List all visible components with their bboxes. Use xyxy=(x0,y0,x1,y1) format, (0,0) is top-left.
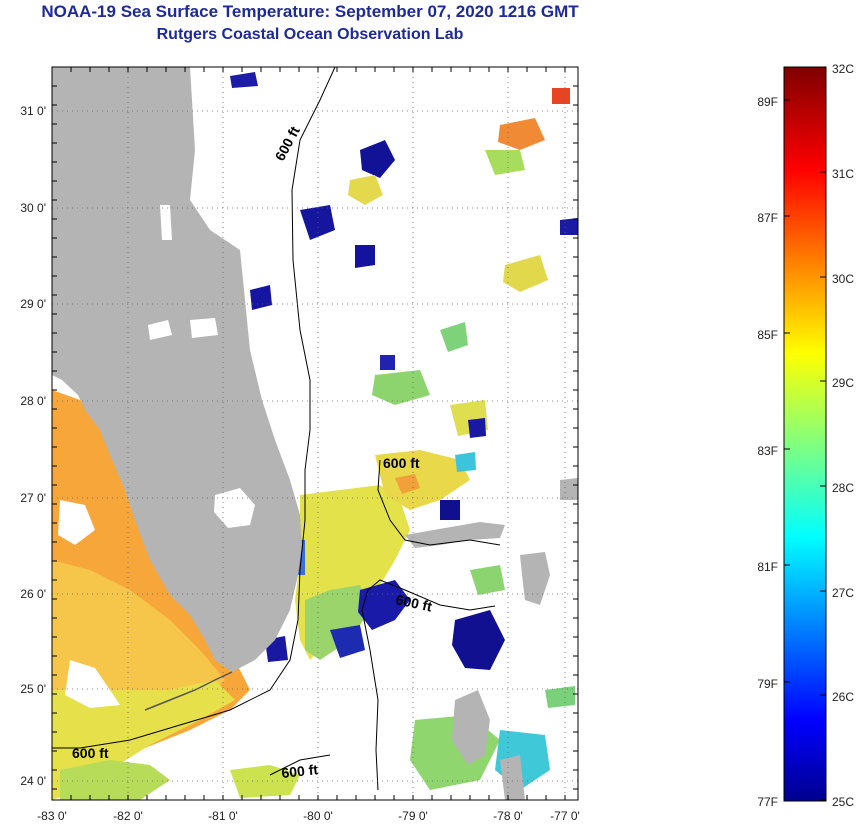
land-cloud-patch xyxy=(160,205,172,240)
isobath-label: 600 ft xyxy=(383,455,420,471)
celsius-label: 31C xyxy=(832,167,854,181)
latitude-axis: 31 0' 30 0' 29 0' 28 0' 27 0' 26 0' 25 0… xyxy=(20,104,46,788)
land-cloud-patch xyxy=(190,318,218,338)
land-cloud-patch xyxy=(148,320,172,340)
isobath-contour xyxy=(361,609,379,791)
colorbar-fahrenheit-labels: 89F 87F 85F 83F 81F 79F 77F xyxy=(757,95,778,809)
celsius-label: 27C xyxy=(832,586,854,600)
lon-label: -79 0' xyxy=(398,809,428,823)
map-title: NOAA-19 Sea Surface Temperature: Septemb… xyxy=(41,2,579,21)
lon-label: -80 0' xyxy=(303,809,333,823)
celsius-label: 32C xyxy=(832,62,854,76)
fahrenheit-label: 77F xyxy=(757,795,778,809)
atlantic-blue-patch xyxy=(360,140,395,178)
celsius-label: 29C xyxy=(832,376,854,390)
isobath-contour xyxy=(269,754,331,776)
bahamas-land xyxy=(452,690,490,765)
atlantic-blue-patch xyxy=(440,500,460,520)
atlantic-green-patch xyxy=(440,322,468,352)
atlantic-blue-patch xyxy=(380,355,395,370)
lat-label: 27 0' xyxy=(20,491,46,505)
atlantic-blue-patch xyxy=(250,285,272,310)
map-grid xyxy=(52,67,578,800)
celsius-label: 28C xyxy=(832,481,854,495)
lon-label: -81 0' xyxy=(208,809,238,823)
atlantic-blue-patch xyxy=(560,218,578,235)
fahrenheit-label: 83F xyxy=(757,444,778,458)
lon-label: -82 0' xyxy=(113,809,143,823)
lon-label: -78 0' xyxy=(493,809,523,823)
atlantic-green-patch xyxy=(485,150,525,175)
colorbar-celsius-labels: 32C 31C 30C 29C 28C 27C 26C 25C xyxy=(832,62,854,809)
celsius-label: 26C xyxy=(832,690,854,704)
gulf-cloud-patch xyxy=(58,500,95,545)
isobath-contour xyxy=(361,579,496,611)
atlantic-orange-patch xyxy=(498,118,545,150)
bahamas-land xyxy=(500,755,525,800)
map-frame-ticks xyxy=(51,66,578,800)
lat-label: 24 0' xyxy=(20,774,46,788)
cool-water-patch xyxy=(358,580,410,630)
lon-label: -77 0' xyxy=(550,809,580,823)
straits-green-water xyxy=(305,585,370,660)
isobath-label: 600 ft xyxy=(281,761,319,781)
fahrenheit-label: 87F xyxy=(757,211,778,225)
isobath-contour xyxy=(377,459,501,546)
fahrenheit-label: 89F xyxy=(757,95,778,109)
fahrenheit-label: 85F xyxy=(757,328,778,342)
atlantic-green-patch xyxy=(545,686,575,708)
celsius-label: 30C xyxy=(832,272,854,286)
fahrenheit-label: 81F xyxy=(757,560,778,574)
gulf-green-patch xyxy=(60,760,170,800)
lat-label: 30 0' xyxy=(20,201,46,215)
atlantic-blue-patch xyxy=(300,205,335,240)
lon-label: -83 0' xyxy=(37,809,67,823)
south-yellow-water xyxy=(230,765,300,798)
lat-label: 31 0' xyxy=(20,104,46,118)
map-subtitle: Rutgers Coastal Ocean Observation Lab xyxy=(156,26,464,43)
fahrenheit-label: 79F xyxy=(757,677,778,691)
atlantic-yellow-patch xyxy=(503,255,548,292)
isobath-label: 600 ft xyxy=(394,591,433,614)
colorbar-ticks xyxy=(784,66,826,801)
lat-label: 25 0' xyxy=(20,682,46,696)
atlantic-blue-patch xyxy=(230,72,258,88)
gulf-cloud-patch xyxy=(65,660,120,708)
longitude-axis: -83 0' -82 0' -81 0' -80 0' -79 0' -78 0… xyxy=(37,809,580,823)
atlantic-yellow-patch xyxy=(348,175,383,205)
colorbar-gradient xyxy=(783,66,827,802)
bahamas-land xyxy=(405,522,505,548)
lat-label: 29 0' xyxy=(20,297,46,311)
cool-water-patch xyxy=(452,610,505,670)
lat-label: 28 0' xyxy=(20,394,46,408)
bahamas-yellow-water xyxy=(375,450,470,510)
atlantic-red-patch xyxy=(552,88,570,104)
bahamas-land xyxy=(560,478,578,500)
bahamas-land xyxy=(520,552,550,605)
lat-label: 26 0' xyxy=(20,587,46,601)
cool-water-patch xyxy=(330,625,365,658)
bahamas-orange-patch xyxy=(395,474,420,494)
atlantic-blue-patch xyxy=(468,418,486,438)
atlantic-green-patch xyxy=(372,370,430,405)
map-frame xyxy=(51,66,579,801)
atlantic-green-patch xyxy=(470,565,505,595)
celsius-label: 25C xyxy=(832,795,854,809)
atlantic-blue-patch xyxy=(355,245,375,268)
land-cloud-patch xyxy=(214,488,255,528)
isobath-contour xyxy=(52,67,336,749)
florida-keys xyxy=(144,671,233,711)
isobath-label: 600 ft xyxy=(72,745,109,761)
atlantic-cyan-patch xyxy=(455,452,476,472)
